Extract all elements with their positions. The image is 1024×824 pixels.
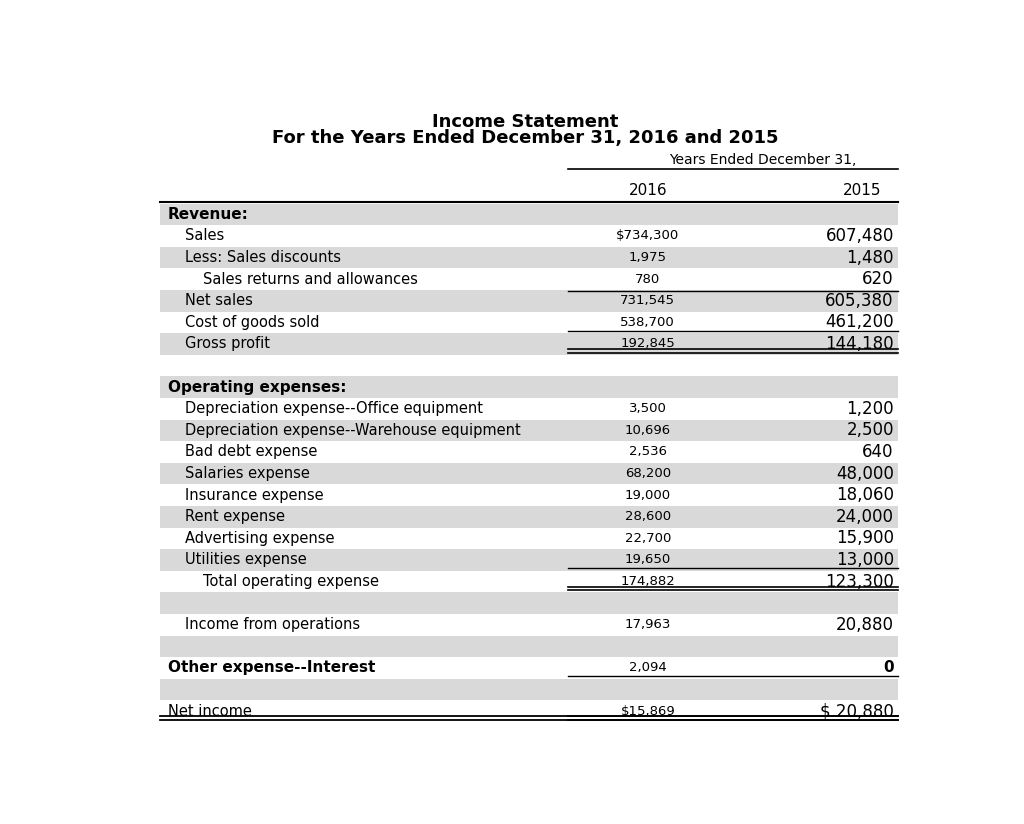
Text: Depreciation expense--Office equipment: Depreciation expense--Office equipment	[185, 401, 483, 416]
Bar	[160, 679, 898, 700]
Text: Other expense--Interest: Other expense--Interest	[168, 661, 375, 676]
Text: Income from operations: Income from operations	[185, 617, 360, 632]
Text: 2,094: 2,094	[629, 662, 667, 674]
Text: 1,200: 1,200	[846, 400, 894, 418]
Text: 15,900: 15,900	[836, 529, 894, 547]
Text: 605,380: 605,380	[825, 292, 894, 310]
Text: 20,880: 20,880	[836, 616, 894, 634]
Bar	[160, 419, 898, 441]
Text: 780: 780	[635, 273, 660, 286]
Text: Income Statement: Income Statement	[431, 113, 618, 131]
Text: 1,975: 1,975	[629, 251, 667, 264]
Text: 13,000: 13,000	[836, 551, 894, 569]
Text: Sales: Sales	[185, 228, 224, 243]
Bar	[160, 204, 898, 225]
Text: Sales returns and allowances: Sales returns and allowances	[203, 272, 418, 287]
Text: 144,180: 144,180	[825, 335, 894, 353]
Text: For the Years Ended December 31, 2016 and 2015: For the Years Ended December 31, 2016 an…	[271, 129, 778, 147]
Text: Utilities expense: Utilities expense	[185, 552, 307, 568]
Bar	[160, 290, 898, 311]
Text: 0: 0	[883, 661, 894, 676]
Text: Cost of goods sold: Cost of goods sold	[185, 315, 319, 330]
Text: 28,600: 28,600	[625, 510, 671, 523]
Bar	[160, 377, 898, 398]
Text: 68,200: 68,200	[625, 467, 671, 480]
Text: Insurance expense: Insurance expense	[185, 488, 324, 503]
Text: 19,650: 19,650	[625, 554, 671, 566]
Text: 24,000: 24,000	[836, 508, 894, 526]
Bar	[160, 506, 898, 527]
Text: 2015: 2015	[843, 183, 882, 199]
Text: 18,060: 18,060	[836, 486, 894, 504]
Text: 3,500: 3,500	[629, 402, 667, 415]
Text: 620: 620	[862, 270, 894, 288]
Text: $734,300: $734,300	[616, 229, 680, 242]
Text: 731,545: 731,545	[621, 294, 675, 307]
Text: 1,480: 1,480	[846, 249, 894, 267]
Text: Gross profit: Gross profit	[185, 336, 270, 352]
Bar	[160, 549, 898, 571]
Text: 22,700: 22,700	[625, 531, 671, 545]
Text: Total operating expense: Total operating expense	[203, 574, 379, 589]
Text: 640: 640	[862, 443, 894, 461]
Text: 174,882: 174,882	[621, 575, 675, 588]
Text: 192,845: 192,845	[621, 338, 675, 350]
Text: Operating expenses:: Operating expenses:	[168, 380, 346, 395]
Bar	[160, 592, 898, 614]
Text: 2,536: 2,536	[629, 446, 667, 458]
Text: 461,200: 461,200	[825, 313, 894, 331]
Text: Revenue:: Revenue:	[168, 207, 249, 222]
Text: 538,700: 538,700	[621, 316, 675, 329]
Text: 607,480: 607,480	[825, 227, 894, 245]
Text: $ 20,880: $ 20,880	[820, 702, 894, 720]
Bar	[160, 635, 898, 658]
Text: Net income: Net income	[168, 704, 252, 719]
Text: Salaries expense: Salaries expense	[185, 466, 310, 481]
Text: 123,300: 123,300	[825, 573, 894, 591]
Text: 2016: 2016	[629, 183, 667, 199]
Text: Depreciation expense--Warehouse equipment: Depreciation expense--Warehouse equipmen…	[185, 423, 521, 438]
Text: $15,869: $15,869	[621, 705, 675, 718]
Text: 17,963: 17,963	[625, 618, 671, 631]
Text: Advertising expense: Advertising expense	[185, 531, 335, 545]
Text: Years Ended December 31,: Years Ended December 31,	[670, 152, 856, 166]
Bar	[160, 333, 898, 355]
Text: Bad debt expense: Bad debt expense	[185, 444, 317, 460]
Bar	[160, 246, 898, 269]
Text: 48,000: 48,000	[836, 465, 894, 483]
Text: Rent expense: Rent expense	[185, 509, 285, 524]
Text: Less: Sales discounts: Less: Sales discounts	[185, 250, 341, 265]
Text: 10,696: 10,696	[625, 424, 671, 437]
Bar	[160, 463, 898, 485]
Text: Net sales: Net sales	[185, 293, 253, 308]
Text: 2,500: 2,500	[846, 421, 894, 439]
Text: 19,000: 19,000	[625, 489, 671, 502]
